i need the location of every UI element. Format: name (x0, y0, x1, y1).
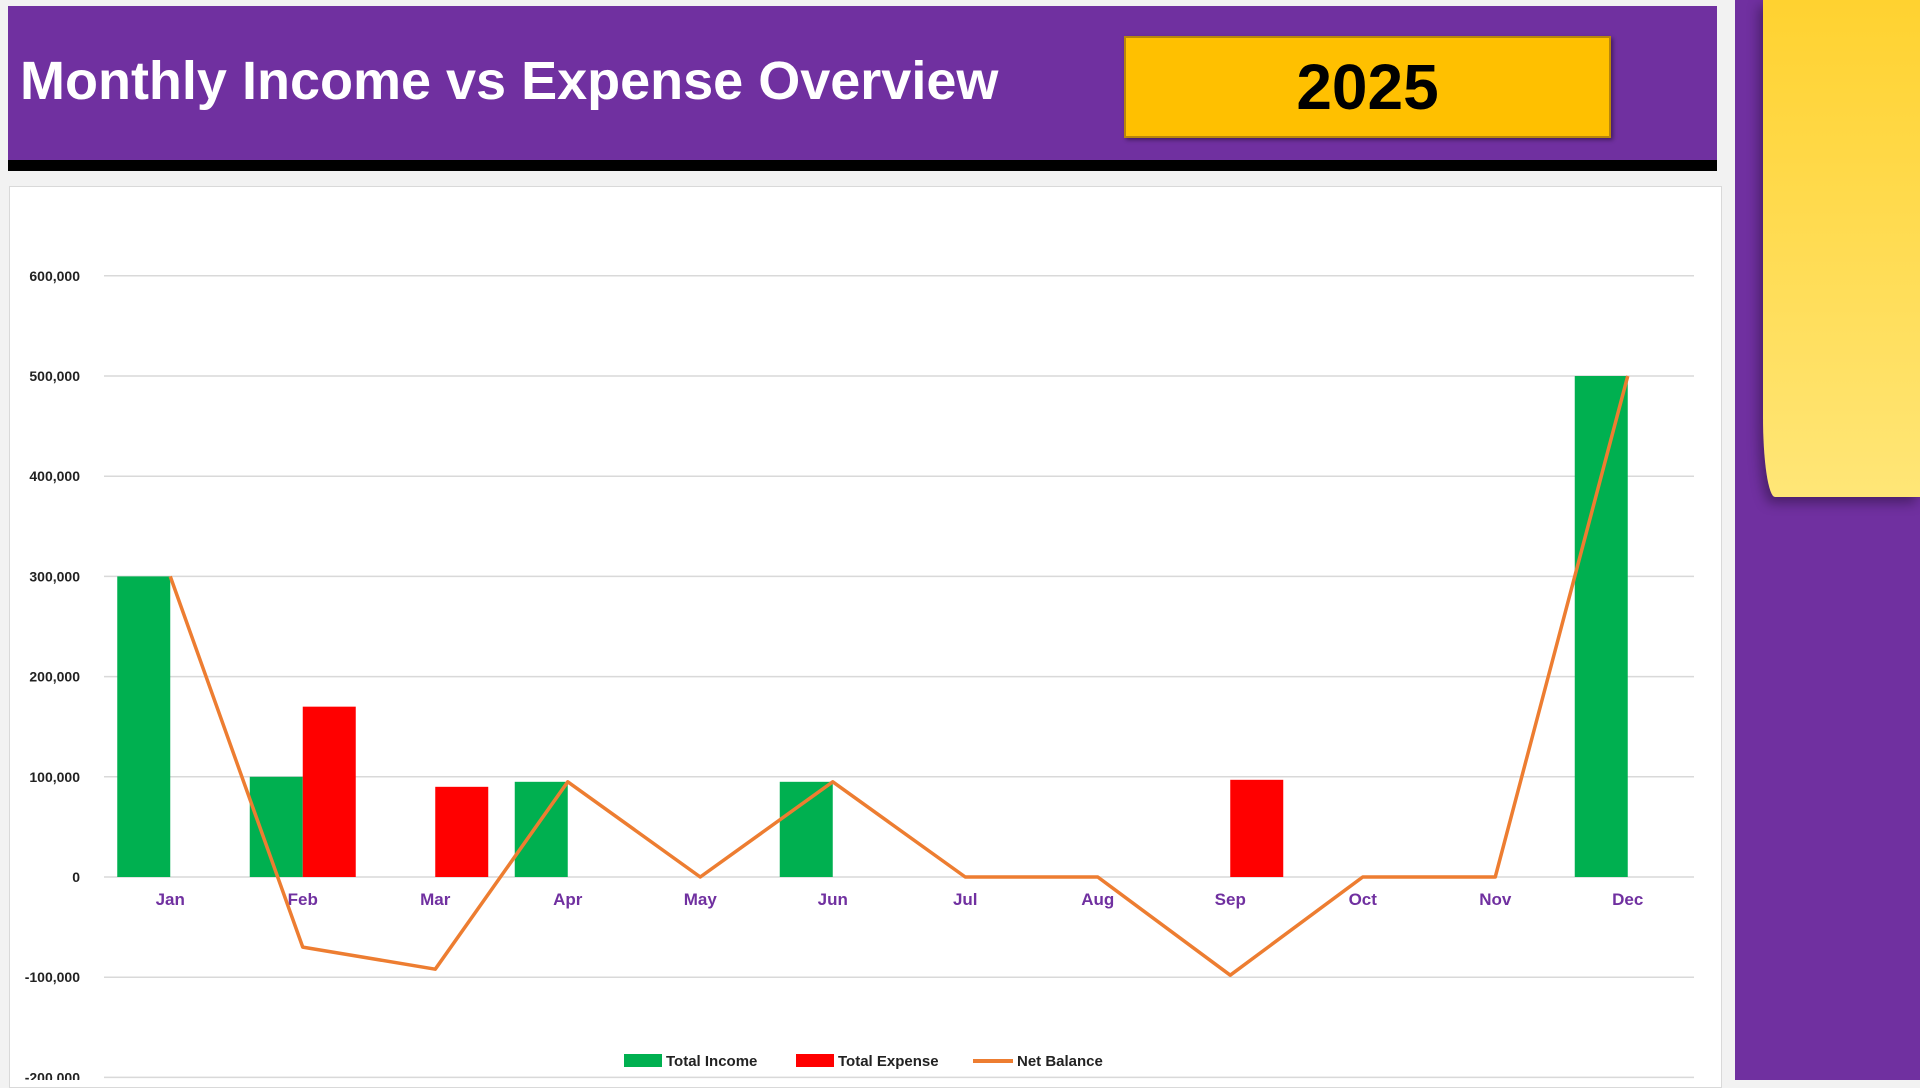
y-tick-label: 400,000 (29, 468, 80, 484)
expense-bar (1230, 780, 1283, 877)
month-label: Jan (156, 890, 185, 909)
y-tick-label: -100,000 (25, 969, 80, 985)
month-label: May (684, 890, 718, 909)
expense-bar (303, 707, 356, 877)
y-tick-label: 200,000 (29, 669, 80, 685)
legend-expense-label: Total Expense (838, 1053, 939, 1070)
month-label: Feb (288, 890, 318, 909)
y-tick-label: 600,000 (29, 268, 80, 284)
month-label: Dec (1612, 890, 1643, 909)
legend-income-label: Total Income (666, 1053, 757, 1070)
net-balance-line (170, 376, 1628, 975)
legend-income-swatch (624, 1054, 662, 1067)
income-bar (515, 782, 568, 877)
month-label: Nov (1479, 890, 1512, 909)
income-bar (780, 782, 833, 877)
month-label: Jul (953, 890, 978, 909)
month-label: Jun (818, 890, 848, 909)
month-label: Apr (553, 890, 583, 909)
month-label: Mar (420, 890, 451, 909)
income-bar (250, 777, 303, 877)
y-tick-label: 500,000 (29, 368, 80, 384)
income-bar (1575, 376, 1628, 877)
expense-bar (435, 787, 488, 877)
y-tick-label: -200,000 (25, 1069, 80, 1080)
y-tick-label: 0 (72, 869, 80, 885)
month-label: Aug (1081, 890, 1114, 909)
y-tick-label: 300,000 (29, 568, 80, 584)
income-bar (117, 576, 170, 877)
y-tick-label: 100,000 (29, 769, 80, 785)
month-label: Sep (1215, 890, 1246, 909)
month-label: Oct (1349, 890, 1378, 909)
legend-net-label: Net Balance (1017, 1053, 1103, 1070)
legend-expense-swatch (796, 1054, 834, 1067)
